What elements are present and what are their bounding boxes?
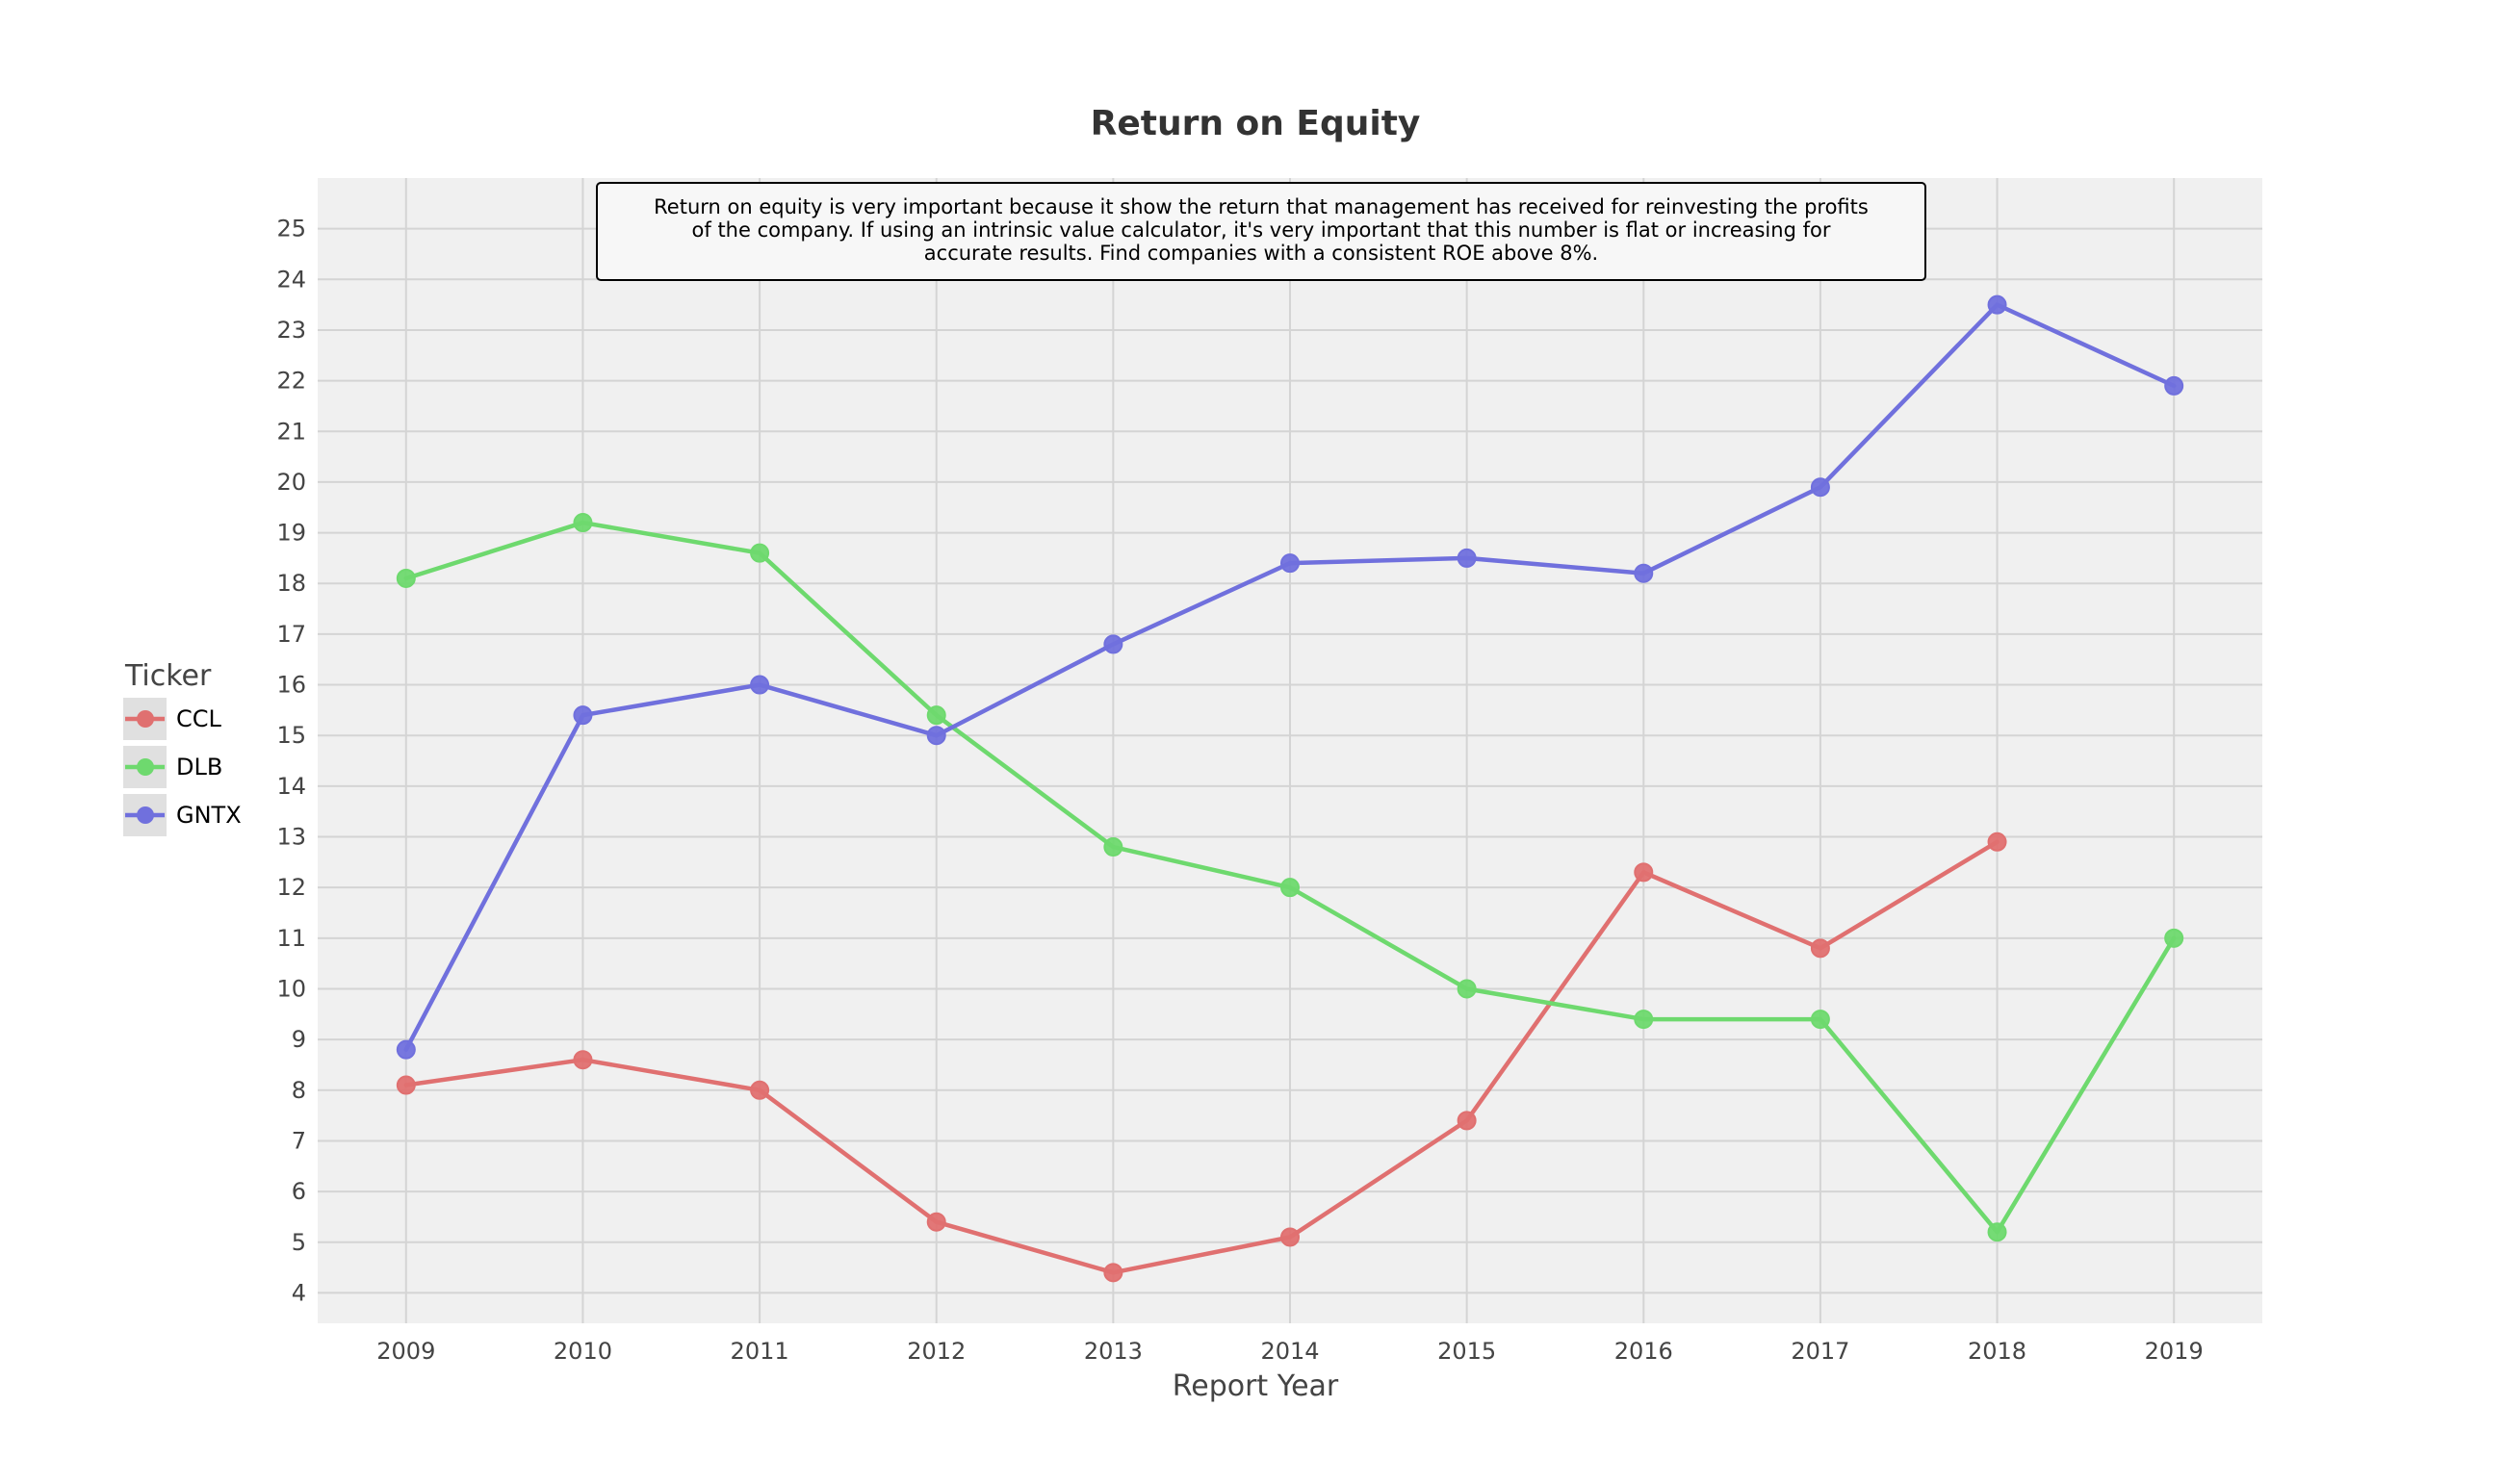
x-tick-label-2019: 2019	[2145, 1338, 2204, 1365]
y-tick-label-7: 7	[292, 1127, 306, 1154]
legend-marker-gntx	[137, 806, 154, 824]
y-tick-label-18: 18	[276, 570, 306, 597]
point-dlb-2018	[1987, 1222, 2007, 1242]
y-tick-label-8: 8	[292, 1077, 306, 1104]
y-tick-label-12: 12	[276, 874, 306, 901]
point-gntx-2013	[1103, 634, 1123, 654]
x-tick-label-2017: 2017	[1791, 1338, 1849, 1365]
series-lines	[396, 294, 2184, 1283]
legend-label-dlb: DLB	[176, 754, 222, 780]
y-tick-label-24: 24	[276, 266, 306, 293]
y-tick-label-23: 23	[276, 317, 306, 344]
point-ccl-2015	[1457, 1111, 1477, 1131]
x-tick-label-2018: 2018	[1968, 1338, 2026, 1365]
x-tick-label-2013: 2013	[1084, 1338, 1143, 1365]
grid-lines	[318, 178, 2262, 1323]
point-dlb-2013	[1103, 837, 1123, 857]
point-gntx-2016	[1634, 563, 1654, 583]
point-dlb-2017	[1810, 1010, 1830, 1030]
legend-marker-dlb	[137, 758, 154, 776]
point-gntx-2010	[573, 705, 593, 726]
y-tick-label-20: 20	[276, 469, 306, 496]
y-tick-label-21: 21	[276, 418, 306, 445]
y-tick-label-16: 16	[276, 672, 306, 699]
y-tick-label-13: 13	[276, 824, 306, 851]
point-ccl-2012	[926, 1212, 946, 1232]
y-tick-label-25: 25	[276, 216, 306, 243]
point-dlb-2011	[750, 543, 770, 563]
point-gntx-2019	[2164, 375, 2184, 396]
point-dlb-2015	[1457, 979, 1477, 999]
annotation-frame	[596, 182, 1926, 281]
point-dlb-2012	[926, 705, 946, 726]
annotation-line-1: Return on equity is very important becau…	[654, 195, 1869, 218]
x-tick-label-2014: 2014	[1260, 1338, 1319, 1365]
y-tick-label-19: 19	[276, 520, 306, 547]
legend-label-ccl: CCL	[176, 705, 222, 732]
x-tick-label-2015: 2015	[1437, 1338, 1496, 1365]
axis-ticks: 4 5 6 7 8 9 10 11 12 13 14 15 16 17 18 19 20 21 22 23 24 25 20…	[276, 216, 2203, 1365]
y-tick-label-4: 4	[292, 1279, 306, 1306]
point-ccl-2014	[1280, 1227, 1300, 1247]
annotation-line-3: accurate results. Find companies with a …	[924, 242, 1598, 265]
point-ccl-2010	[573, 1050, 593, 1070]
x-tick-label-2011: 2011	[731, 1338, 789, 1365]
y-tick-label-14: 14	[276, 773, 306, 800]
y-tick-label-15: 15	[276, 722, 306, 749]
legend-label-gntx: GNTX	[176, 802, 242, 829]
annotation-line-2: of the company. If using an intrinsic va…	[692, 218, 1831, 242]
point-gntx-2017	[1810, 477, 1830, 498]
point-gntx-2014	[1280, 553, 1300, 574]
point-ccl-2009	[396, 1075, 416, 1095]
x-axis-title: Report Year	[1173, 1369, 1339, 1403]
legend-title: Ticker	[124, 659, 212, 693]
point-ccl-2018	[1987, 832, 2007, 852]
point-dlb-2009	[396, 568, 416, 588]
point-dlb-2014	[1280, 878, 1300, 898]
chart-title: Return on Equity	[1091, 104, 1421, 143]
y-tick-label-6: 6	[292, 1178, 306, 1205]
y-tick-label-11: 11	[276, 925, 306, 952]
legend-marker-ccl	[137, 710, 154, 728]
point-gntx-2012	[926, 726, 946, 746]
legend: Ticker CCL DLB GNTX	[123, 659, 242, 836]
y-tick-label-17: 17	[276, 621, 306, 648]
series-line-ccl	[403, 839, 2000, 1275]
x-tick-label-2012: 2012	[907, 1338, 966, 1365]
point-ccl-2011	[750, 1080, 770, 1100]
point-dlb-2010	[573, 513, 593, 533]
point-gntx-2018	[1987, 294, 2007, 315]
point-ccl-2017	[1810, 938, 1830, 959]
point-dlb-2019	[2164, 928, 2184, 948]
y-tick-label-10: 10	[276, 975, 306, 1002]
point-gntx-2009	[396, 1039, 416, 1060]
point-dlb-2016	[1634, 1010, 1654, 1030]
y-tick-label-22: 22	[276, 368, 306, 395]
point-gntx-2011	[750, 675, 770, 695]
annotation-box: Return on equity is very important becau…	[596, 182, 1926, 281]
point-ccl-2016	[1634, 862, 1654, 883]
x-tick-label-2010: 2010	[554, 1338, 612, 1365]
point-gntx-2015	[1457, 548, 1477, 568]
y-tick-label-9: 9	[292, 1026, 306, 1053]
point-ccl-2013	[1103, 1263, 1123, 1283]
x-tick-label-2009: 2009	[376, 1338, 435, 1365]
x-tick-label-2016: 2016	[1614, 1338, 1673, 1365]
y-tick-label-5: 5	[292, 1229, 306, 1256]
